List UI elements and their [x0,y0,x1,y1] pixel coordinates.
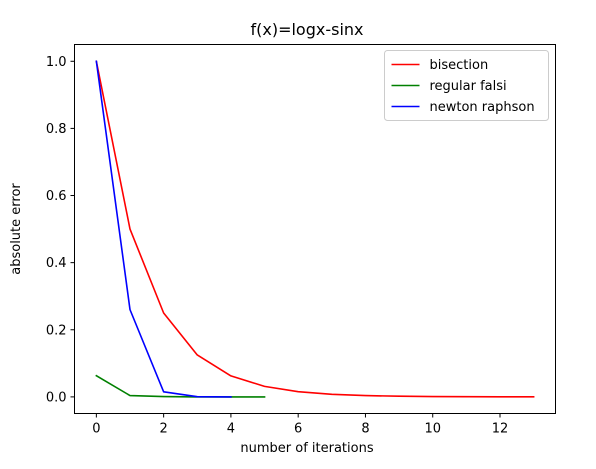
y-tick-label: 0.0 [46,390,67,405]
y-tick-label: 1.0 [46,55,67,70]
legend-box [384,50,549,121]
y-tick-label: 0.8 [46,122,67,137]
axes-frame [74,44,556,414]
series-line-regular-falsi [95,374,266,398]
x-axis-label: number of iterations [240,441,373,456]
y-tick-label: 0.2 [46,323,67,338]
legend: bisection regular falsi newton raphson [384,50,549,121]
y-tick-label: 0.4 [46,256,67,271]
x-tick-label: 6 [294,422,302,437]
legend-label-newton-raphson: newton raphson [430,100,535,115]
legend-label-regular-falsi: regular falsi [430,79,507,94]
chart-title: f(x)=logx-sinx [250,20,363,39]
x-tick-label: 2 [159,422,167,437]
series-line-newton-raphson [95,60,232,398]
legend-label-bisection: bisection [430,58,489,73]
x-tick-label: 0 [92,422,100,437]
y-axis: 0.0 0.2 0.4 0.6 0.8 1.0 [46,55,75,405]
plot-area [95,60,535,398]
x-tick-label: 8 [361,422,369,437]
x-axis: 0 2 4 6 8 10 12 [92,413,509,437]
series-line-bisection [95,60,535,398]
x-tick-label: 10 [424,422,441,437]
x-tick-label: 4 [227,422,235,437]
y-axis-label: absolute error [9,183,24,275]
y-tick-label: 0.6 [46,189,67,204]
x-tick-label: 12 [492,422,509,437]
